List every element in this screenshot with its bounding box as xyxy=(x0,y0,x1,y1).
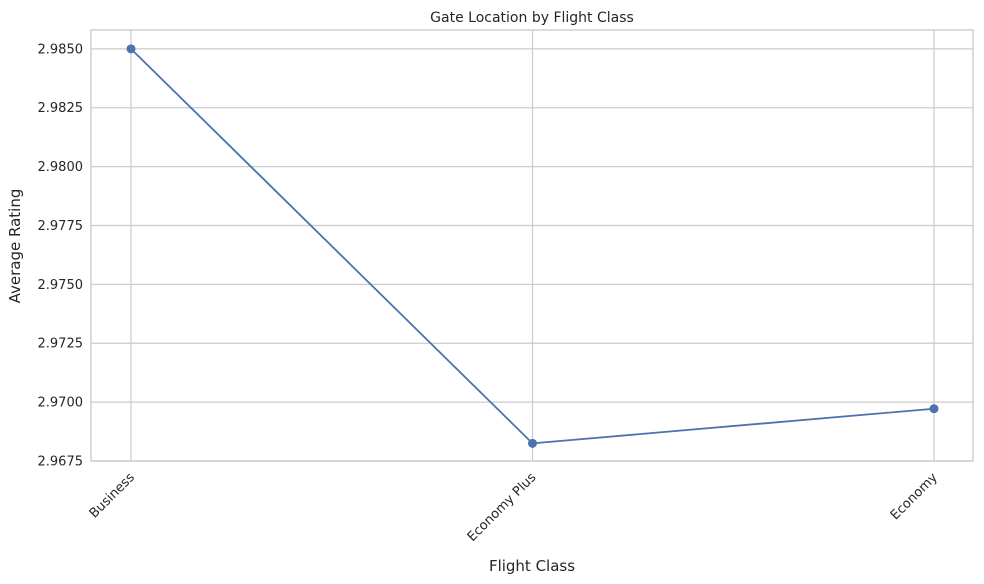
y-tick-label: 2.9800 xyxy=(38,160,84,175)
data-point xyxy=(929,404,939,414)
x-tick-label: Economy xyxy=(888,470,941,523)
x-tick-label: Economy Plus xyxy=(465,470,540,545)
series xyxy=(126,44,939,448)
y-tick-label: 2.9750 xyxy=(38,278,84,293)
grid xyxy=(91,30,973,462)
chart-title: Gate Location by Flight Class xyxy=(430,10,634,26)
y-tick-label: 2.9725 xyxy=(38,337,84,352)
y-tick-label: 2.9825 xyxy=(38,101,84,116)
y-tick-label: 2.9850 xyxy=(38,42,84,57)
data-point xyxy=(528,438,537,448)
y-tick-label: 2.9700 xyxy=(38,396,84,411)
x-axis-ticks: Business Economy Plus Economy xyxy=(87,470,941,545)
y-tick-label: 2.9675 xyxy=(38,455,84,470)
x-tick-label: Business xyxy=(87,470,138,521)
plot-frame xyxy=(90,29,974,462)
y-axis-label: Average Rating xyxy=(6,189,24,304)
y-axis-ticks: 2.9675 2.9700 2.9725 2.9750 2.9775 2.9800 2.98… xyxy=(38,42,84,469)
y-tick-label: 2.9775 xyxy=(38,219,84,234)
data-point xyxy=(126,44,136,54)
x-axis-label: Flight Class xyxy=(489,557,575,575)
